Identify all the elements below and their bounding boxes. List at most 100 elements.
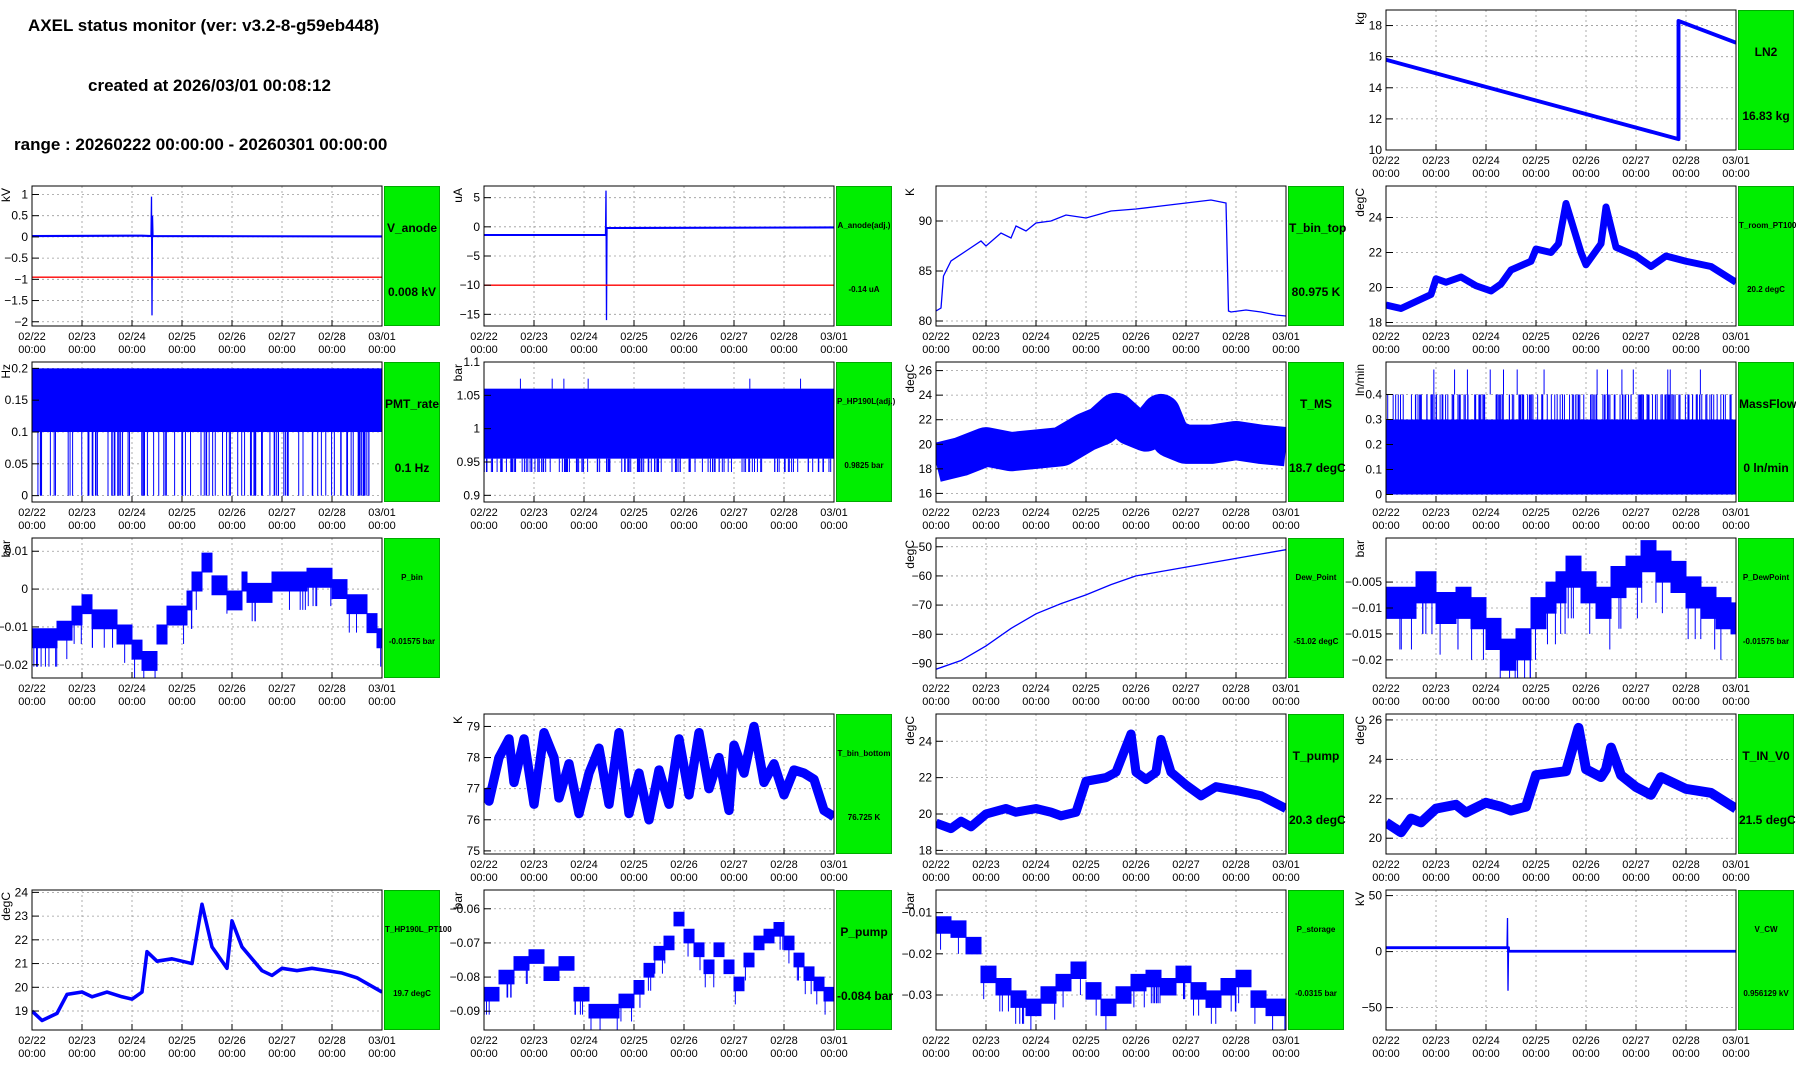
x-tick-label-time: 00:00 xyxy=(1672,520,1700,532)
x-tick-label-time: 00:00 xyxy=(318,520,346,532)
x-tick-label-date: 02/22 xyxy=(18,1035,46,1047)
y-axis-label: ln/min xyxy=(1353,364,1367,396)
x-tick-label-time: 00:00 xyxy=(1122,1048,1150,1060)
x-tick-label-date: 03/01 xyxy=(820,859,848,871)
y-tick-label: 20 xyxy=(1369,831,1383,845)
plot-frame xyxy=(935,889,1287,1031)
x-tick-label-date: 03/01 xyxy=(1722,507,1750,519)
series-band xyxy=(936,392,1286,482)
badge-value: 0.956129 kV xyxy=(1743,989,1789,998)
x-tick-label-time: 00:00 xyxy=(1022,696,1050,708)
x-tick-label-time: 00:00 xyxy=(1372,168,1400,180)
series-steps xyxy=(936,916,1286,1017)
x-tick-label-date: 03/01 xyxy=(820,507,848,519)
x-tick-label-time: 00:00 xyxy=(922,520,950,532)
y-tick-label: −0.08 xyxy=(450,970,481,984)
x-tick-label-date: 02/26 xyxy=(218,1035,246,1047)
y-tick-label: 1.1 xyxy=(463,355,480,369)
status-badge: Dew_Point -51.02 degC xyxy=(1288,538,1344,678)
x-tick-label-date: 02/24 xyxy=(1022,507,1050,519)
panel-p-storage: −0.03 −0.02 −0.01 bar 02/22 00:00 02/23 00:00 02… xyxy=(902,889,1348,1068)
badge-name: T_HP190L_PT100 xyxy=(385,925,452,934)
plot-frame xyxy=(935,185,1287,327)
x-tick-label-date: 02/27 xyxy=(268,331,296,343)
x-tick-label-time: 00:00 xyxy=(1722,1048,1750,1060)
y-tick-label: −0.5 xyxy=(4,251,28,265)
x-tick-label-time: 00:00 xyxy=(670,520,698,532)
series-line xyxy=(1386,20,1736,140)
x-tick-label-time: 00:00 xyxy=(922,344,950,356)
badge-value: -0.14 uA xyxy=(848,285,880,294)
y-tick-label: 20 xyxy=(15,980,29,994)
chart-t-bin-bottom: 7576777879K02/2200:0002/2300:0002/2400:0… xyxy=(451,713,848,884)
x-tick-label-time: 00:00 xyxy=(1522,344,1550,356)
x-tick-label-date: 02/25 xyxy=(1522,683,1550,695)
x-tick-label-date: 02/27 xyxy=(1172,683,1200,695)
x-tick-label-time: 00:00 xyxy=(1422,168,1450,180)
y-tick-label: 1 xyxy=(21,187,28,201)
x-tick-label-time: 00:00 xyxy=(1222,1048,1250,1060)
badge-name: P_bin xyxy=(401,573,423,582)
series-steps xyxy=(1386,540,1736,671)
x-tick-label-time: 00:00 xyxy=(1622,696,1650,708)
x-tick-label-time: 00:00 xyxy=(1572,1048,1600,1060)
x-tick-label-date: 03/01 xyxy=(368,331,396,343)
x-tick-label-time: 00:00 xyxy=(1622,872,1650,884)
x-tick-label-time: 00:00 xyxy=(1522,168,1550,180)
y-tick-label: 18 xyxy=(919,462,933,476)
series-band xyxy=(1386,18,1736,142)
plot-frame xyxy=(483,889,835,1031)
x-tick-label-date: 02/22 xyxy=(922,507,950,519)
x-tick-label-time: 00:00 xyxy=(1522,696,1550,708)
plot-frame xyxy=(935,361,1287,503)
x-tick-label-date: 03/01 xyxy=(1722,859,1750,871)
series-band xyxy=(484,226,834,237)
x-tick-label-time: 00:00 xyxy=(368,520,396,532)
x-tick-label-date: 02/26 xyxy=(1572,331,1600,343)
y-tick-label: 20 xyxy=(1369,281,1383,295)
status-badge: A_anode(adj.) -0.14 uA xyxy=(836,186,892,326)
badge-name: PMT_rate xyxy=(385,397,440,411)
series-band xyxy=(1386,946,1736,953)
x-tick-label-date: 02/25 xyxy=(1072,683,1100,695)
x-tick-label-time: 00:00 xyxy=(570,1048,598,1060)
x-tick-label-time: 00:00 xyxy=(1272,520,1300,532)
x-tick-label-time: 00:00 xyxy=(218,344,246,356)
x-tick-label-time: 00:00 xyxy=(68,344,96,356)
series-steps xyxy=(32,552,382,671)
x-tick-label-date: 02/23 xyxy=(68,507,96,519)
x-tick-label-time: 00:00 xyxy=(1222,520,1250,532)
x-tick-label-date: 02/24 xyxy=(118,1035,146,1047)
x-tick-label-time: 00:00 xyxy=(770,520,798,532)
x-tick-label-time: 00:00 xyxy=(770,344,798,356)
x-tick-label-time: 00:00 xyxy=(1722,520,1750,532)
x-tick-label-time: 00:00 xyxy=(218,1048,246,1060)
x-tick-label-date: 02/28 xyxy=(1222,1035,1250,1047)
y-tick-label: 22 xyxy=(919,771,933,785)
badge-value: 20.3 degC xyxy=(1289,813,1346,827)
status-badge: P_storage -0.0315 bar xyxy=(1288,890,1344,1030)
y-tick-label: 79 xyxy=(467,719,481,733)
x-tick-label-date: 02/27 xyxy=(268,507,296,519)
x-tick-label-time: 00:00 xyxy=(1022,872,1050,884)
series-group xyxy=(1386,722,1736,838)
badge-value: -51.02 degC xyxy=(1293,637,1339,646)
x-tick-label-time: 00:00 xyxy=(318,696,346,708)
y-tick-label: 26 xyxy=(919,364,933,378)
y-tick-label: 0.01 xyxy=(5,544,29,558)
y-tick-label: 0 xyxy=(473,220,480,234)
x-tick-label-date: 02/23 xyxy=(1422,683,1450,695)
x-tick-label-date: 02/24 xyxy=(1472,155,1500,167)
x-tick-label-date: 02/22 xyxy=(922,683,950,695)
series-steps xyxy=(484,911,834,1019)
x-tick-label-time: 00:00 xyxy=(1722,872,1750,884)
x-tick-label-time: 00:00 xyxy=(570,344,598,356)
x-tick-label-time: 00:00 xyxy=(520,872,548,884)
badge-value: 16.83 kg xyxy=(1742,109,1790,123)
x-tick-label-date: 02/27 xyxy=(1172,1035,1200,1047)
x-tick-label-time: 00:00 xyxy=(1422,872,1450,884)
x-tick-label-date: 02/24 xyxy=(1022,683,1050,695)
x-tick-label-date: 02/22 xyxy=(18,683,46,695)
y-tick-label: 22 xyxy=(15,933,29,947)
y-tick-label: 10 xyxy=(1369,143,1383,157)
